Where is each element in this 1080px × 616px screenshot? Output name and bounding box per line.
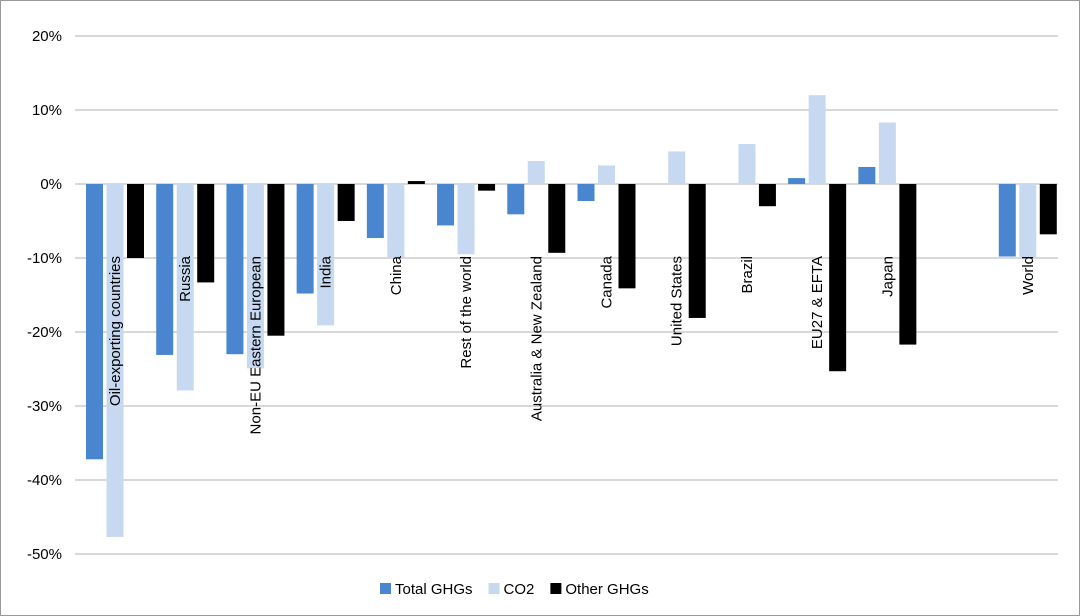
bar bbox=[197, 184, 215, 283]
bar bbox=[668, 151, 686, 184]
category-label-line: China bbox=[388, 255, 405, 295]
bar bbox=[858, 166, 876, 184]
bar bbox=[86, 184, 103, 460]
bar bbox=[548, 184, 566, 253]
bar bbox=[758, 184, 776, 207]
bar bbox=[106, 184, 124, 537]
y-tick-label: -10% bbox=[27, 250, 62, 267]
category-label-line: countries bbox=[266, 256, 283, 317]
bar bbox=[1039, 184, 1057, 235]
y-tick-label: -50% bbox=[27, 546, 62, 563]
bar bbox=[437, 184, 455, 226]
category-label: Russia bbox=[177, 255, 194, 302]
bar bbox=[407, 181, 425, 184]
category-label: Rest of the world bbox=[458, 256, 475, 369]
bar bbox=[899, 184, 917, 345]
legend: Total GHGs CO2 Other GHGs bbox=[380, 581, 649, 598]
bars bbox=[86, 95, 1057, 537]
bar bbox=[246, 184, 264, 369]
category-label-line: Canada bbox=[599, 255, 616, 308]
bar bbox=[598, 165, 615, 184]
bar bbox=[577, 184, 595, 202]
bar bbox=[878, 122, 896, 184]
bar bbox=[226, 184, 244, 355]
bar bbox=[738, 144, 756, 184]
y-tick-label: 20% bbox=[32, 28, 62, 45]
category-label-line: United States bbox=[669, 256, 686, 346]
legend-label: CO2 bbox=[504, 581, 535, 598]
bar bbox=[829, 184, 847, 372]
legend-swatch bbox=[550, 583, 562, 594]
category-label: Japan bbox=[879, 256, 896, 297]
bar bbox=[176, 184, 194, 391]
bar bbox=[688, 184, 706, 318]
category-label-line: Japan bbox=[879, 256, 896, 297]
category-label: United States bbox=[669, 256, 686, 346]
category-label: Canada bbox=[599, 255, 616, 308]
y-tick-label: -40% bbox=[27, 472, 62, 489]
bar bbox=[998, 184, 1016, 257]
bar bbox=[317, 184, 335, 326]
y-axis-ticks: 20% 10% 0% -10% -20% -30% -40% -50% bbox=[27, 28, 62, 563]
category-label: Australia & New Zealand bbox=[528, 256, 545, 421]
legend-label: Other GHGs bbox=[565, 581, 648, 598]
bar bbox=[387, 184, 405, 258]
bar bbox=[808, 95, 826, 184]
category-label-line: Oil-exporting countries bbox=[107, 256, 124, 406]
category-label: EU27 & EFTA bbox=[809, 256, 826, 349]
category-label-line: India bbox=[318, 255, 335, 288]
category-label-line: Australia & New Zealand bbox=[528, 256, 545, 421]
category-label-line: Non-EU Eastern European bbox=[247, 256, 264, 434]
legend-label: Total GHGs bbox=[395, 581, 473, 598]
bar bbox=[296, 184, 314, 294]
bar bbox=[618, 184, 636, 289]
y-tick-label: -30% bbox=[27, 398, 62, 415]
category-label: Oil-exporting countries bbox=[107, 256, 124, 406]
bar bbox=[156, 184, 174, 355]
y-tick-label: 0% bbox=[40, 176, 62, 193]
bar bbox=[527, 161, 545, 184]
category-label: China bbox=[388, 255, 405, 295]
y-tick-label: -20% bbox=[27, 324, 62, 341]
category-label-line: Russia bbox=[177, 255, 194, 302]
legend-swatch bbox=[380, 583, 391, 594]
bar bbox=[127, 184, 144, 258]
y-tick-label: 10% bbox=[32, 102, 62, 119]
category-label-line: Brazil bbox=[739, 256, 756, 294]
category-label-line: World bbox=[1020, 256, 1037, 295]
category-label: India bbox=[318, 255, 335, 288]
category-label-line: Rest of the world bbox=[458, 256, 475, 369]
category-label-line: EU27 & EFTA bbox=[809, 256, 826, 349]
bar bbox=[366, 184, 384, 239]
bar bbox=[337, 184, 355, 221]
bar bbox=[457, 184, 475, 255]
category-label: World bbox=[1020, 256, 1037, 295]
bar bbox=[267, 184, 285, 336]
category-labels: Oil-exporting countries Russia Non-EU East… bbox=[107, 255, 1037, 434]
bar bbox=[478, 184, 496, 191]
bar bbox=[788, 178, 806, 184]
bar bbox=[507, 184, 525, 215]
category-label: Non-EU Eastern European countries bbox=[247, 256, 283, 434]
bar bbox=[1019, 184, 1037, 258]
category-label: Brazil bbox=[739, 256, 756, 294]
legend-swatch bbox=[488, 583, 500, 594]
